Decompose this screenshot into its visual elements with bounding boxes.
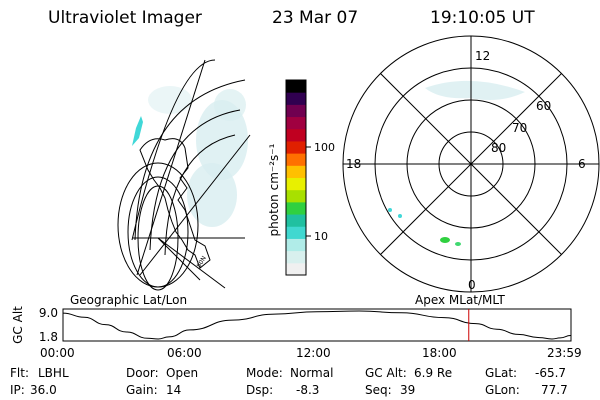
colorbar-cell [286,177,306,191]
timeline-ytick-1-8: 1.8 [39,330,58,344]
seq-label: Seq: [365,383,392,397]
colorbar-gradient [286,80,306,276]
polar-lat-70: 70 [512,121,527,135]
geo-grid [117,59,251,291]
polar-mlt-6: 6 [578,157,586,171]
timeline-xtick-0000: 00:00 [40,346,75,360]
colorbar-cell [286,214,306,227]
instrument-title: Ultraviolet Imager [48,8,202,28]
glon-label: GLon: [485,383,520,397]
colorbar-cell [286,104,306,118]
colorbar-cell [286,153,306,166]
timeline-ytick-9: 9.0 [39,306,58,320]
colorbar-unit-label: photon cm⁻²s⁻¹ [267,143,281,236]
orbit-altitude-line [62,310,571,340]
polar-axis-diag-2 [380,73,562,255]
colorbar-cell [286,128,306,142]
geo-coastline [139,138,211,269]
colorbar-cell [286,250,306,264]
colorbar-cell [286,201,306,215]
gain-label: Gain: [126,383,158,397]
observation-time: 19:10:05 UT [430,8,535,28]
dsp-label: Dsp: [246,383,274,397]
colorbar-cell [286,189,306,203]
colorbar-cell [286,92,306,105]
ip-label: IP: [10,383,25,397]
colorbar-cell [286,140,306,154]
door-label: Door: [126,366,159,380]
polar-aurora-dot-2 [455,242,461,246]
polar-aurora-oval [425,80,525,100]
timeline-ylabel: GC Alt [11,306,25,344]
colorbar-tick-100: 100 [314,141,335,154]
timeline-xtick-1200: 12:00 [296,346,331,360]
gcalt-value: 6.9 Re [414,366,453,380]
geo-small-label: 50N [196,255,208,269]
polar-aurora-dot-1 [440,237,450,243]
polar-mlt-0: 0 [468,278,476,292]
colorbar-cell [286,238,306,252]
orbit-timeline: GC Alt 9.0 1.8 00:00 06:00 12:00 18:00 2… [11,306,582,360]
timeline-xtick-1800: 18:00 [422,346,457,360]
mode-value: Normal [290,366,334,380]
polar-plot: 12 18 6 0 60 70 80 [342,35,600,293]
timeline-xtick-2359: 23:59 [547,346,582,360]
polar-mlt-12: 12 [475,49,490,63]
polar-aurora-dot-4 [388,208,392,212]
flt-label: Flt: [10,366,29,380]
geo-frame-label: Geographic Lat/Lon [70,293,187,307]
glon-value: 77.7 [541,383,568,397]
polar-aurora-dot-3 [398,214,402,218]
seq-value: 39 [400,383,416,397]
mode-label: Mode: [246,366,283,380]
ip-value: 36.0 [30,383,57,397]
gcalt-label: GC Alt: [365,366,407,380]
timeline-xtick-0600: 06:00 [167,346,202,360]
timeline-frame [62,308,572,342]
colorbar-tick-10: 10 [314,230,328,243]
colorbar-cell [286,226,306,239]
door-value: Open [166,366,199,380]
flt-value: LBHL [38,366,69,380]
polar-mlt-18: 18 [346,157,361,171]
colorbar-cell [286,80,306,93]
colorbar-frame [285,79,307,276]
colorbar-cell [286,262,306,276]
polar-lat-60: 60 [536,99,551,113]
polar-frame-label: Apex MLat/MLT [415,293,505,307]
colorbar: 100 10 photon cm⁻²s⁻¹ [267,79,335,276]
glat-value: -65.7 [535,366,567,380]
geo-aurora-streak [132,116,143,146]
glat-label: GLat: [485,366,518,380]
geographic-plot: 50N [117,59,251,291]
polar-lat-80: 80 [491,141,506,155]
colorbar-cell [286,165,306,178]
colorbar-cell [286,116,306,130]
observation-date: 23 Mar 07 [272,8,359,28]
gain-value: 14 [166,383,182,397]
dsp-value: -8.3 [296,383,320,397]
